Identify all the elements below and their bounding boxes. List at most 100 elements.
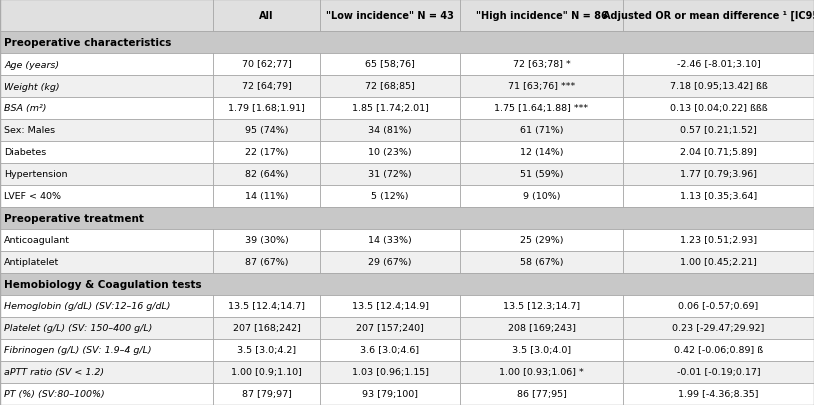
Bar — [0, 32, 814, 54]
Text: Adjusted OR or mean difference ¹ [IC95%]: Adjusted OR or mean difference ¹ [IC95%] — [603, 11, 814, 21]
Bar — [0, 230, 213, 252]
Bar — [460, 164, 623, 185]
Bar — [320, 230, 460, 252]
Bar — [320, 339, 460, 361]
Text: 13.5 [12.4;14.7]: 13.5 [12.4;14.7] — [228, 302, 305, 311]
Bar — [623, 230, 814, 252]
Text: 34 (81%): 34 (81%) — [368, 126, 412, 135]
Text: 3.5 [3.0;4.0]: 3.5 [3.0;4.0] — [512, 345, 571, 355]
Bar — [0, 0, 213, 32]
Bar — [320, 164, 460, 185]
Text: 3.5 [3.0;4.2]: 3.5 [3.0;4.2] — [237, 345, 296, 355]
Bar — [460, 295, 623, 317]
Bar — [0, 98, 213, 120]
Text: 93 [79;100]: 93 [79;100] — [362, 390, 418, 399]
Bar — [623, 164, 814, 185]
Bar — [623, 120, 814, 142]
Bar — [213, 252, 320, 273]
Text: Hemoglobin (g/dL) (SV:12–16 g/dL): Hemoglobin (g/dL) (SV:12–16 g/dL) — [4, 302, 170, 311]
Text: Age (years): Age (years) — [4, 60, 59, 69]
Bar — [213, 0, 320, 32]
Text: 207 [168;242]: 207 [168;242] — [233, 324, 300, 333]
Bar — [460, 361, 623, 383]
Text: 65 [58;76]: 65 [58;76] — [365, 60, 415, 69]
Bar — [0, 361, 213, 383]
Bar — [213, 54, 320, 76]
Text: 1.79 [1.68;1.91]: 1.79 [1.68;1.91] — [228, 104, 305, 113]
Bar — [623, 361, 814, 383]
Bar — [460, 252, 623, 273]
Text: 10 (23%): 10 (23%) — [368, 148, 412, 157]
Bar — [623, 54, 814, 76]
Bar — [460, 98, 623, 120]
Bar — [213, 317, 320, 339]
Text: BSA (m²): BSA (m²) — [4, 104, 46, 113]
Bar — [0, 339, 213, 361]
Bar — [623, 98, 814, 120]
Bar — [623, 252, 814, 273]
Bar — [460, 0, 623, 32]
Text: 12 (14%): 12 (14%) — [520, 148, 563, 157]
Text: 13.5 [12.4;14.9]: 13.5 [12.4;14.9] — [352, 302, 428, 311]
Bar — [0, 76, 213, 98]
Text: 29 (67%): 29 (67%) — [368, 258, 412, 267]
Text: 95 (74%): 95 (74%) — [245, 126, 288, 135]
Text: 1.13 [0.35;3.64]: 1.13 [0.35;3.64] — [680, 192, 757, 201]
Bar — [623, 76, 814, 98]
Bar — [460, 230, 623, 252]
Text: 1.77 [0.79;3.96]: 1.77 [0.79;3.96] — [680, 170, 757, 179]
Text: PT (%) (SV:80–100%): PT (%) (SV:80–100%) — [4, 390, 105, 399]
Text: 0.57 [0.21;1.52]: 0.57 [0.21;1.52] — [680, 126, 757, 135]
Bar — [0, 383, 213, 405]
Text: 22 (17%): 22 (17%) — [245, 148, 288, 157]
Bar — [460, 142, 623, 164]
Bar — [0, 295, 213, 317]
Text: 82 (64%): 82 (64%) — [245, 170, 288, 179]
Bar — [213, 339, 320, 361]
Text: Platelet (g/L) (SV: 150–400 g/L): Platelet (g/L) (SV: 150–400 g/L) — [4, 324, 152, 333]
Bar — [320, 98, 460, 120]
Text: 5 (12%): 5 (12%) — [371, 192, 409, 201]
Text: 1.75 [1.64;1.88] ***: 1.75 [1.64;1.88] *** — [494, 104, 589, 113]
Text: 208 [169;243]: 208 [169;243] — [507, 324, 575, 333]
Text: 0.06 [-0.57;0.69]: 0.06 [-0.57;0.69] — [678, 302, 759, 311]
Text: LVEF < 40%: LVEF < 40% — [4, 192, 61, 201]
Text: 0.23 [-29.47;29.92]: 0.23 [-29.47;29.92] — [672, 324, 764, 333]
Text: 9 (10%): 9 (10%) — [523, 192, 560, 201]
Text: 51 (59%): 51 (59%) — [520, 170, 563, 179]
Text: All: All — [259, 11, 274, 21]
Bar — [213, 142, 320, 164]
Text: 0.42 [-0.06;0.89] ß: 0.42 [-0.06;0.89] ß — [674, 345, 763, 355]
Text: Hypertension: Hypertension — [4, 170, 68, 179]
Text: Sex: Males: Sex: Males — [4, 126, 55, 135]
Bar — [320, 76, 460, 98]
Text: 1.23 [0.51;2.93]: 1.23 [0.51;2.93] — [680, 236, 757, 245]
Text: Anticoagulant: Anticoagulant — [4, 236, 70, 245]
Bar — [320, 120, 460, 142]
Bar — [623, 383, 814, 405]
Bar — [623, 317, 814, 339]
Text: 39 (30%): 39 (30%) — [245, 236, 288, 245]
Bar — [460, 54, 623, 76]
Text: 72 [68;85]: 72 [68;85] — [365, 82, 415, 91]
Text: 2.04 [0.71;5.89]: 2.04 [0.71;5.89] — [680, 148, 757, 157]
Bar — [0, 317, 213, 339]
Text: 87 (67%): 87 (67%) — [245, 258, 288, 267]
Text: 1.00 [0.45;2.21]: 1.00 [0.45;2.21] — [680, 258, 757, 267]
Text: 0.13 [0.04;0.22] ßßß: 0.13 [0.04;0.22] ßßß — [670, 104, 768, 113]
Bar — [213, 98, 320, 120]
Text: 61 (71%): 61 (71%) — [520, 126, 563, 135]
Text: 70 [62;77]: 70 [62;77] — [242, 60, 291, 69]
Text: Hemobiology & Coagulation tests: Hemobiology & Coagulation tests — [4, 279, 202, 289]
Text: aPTT ratio (SV < 1.2): aPTT ratio (SV < 1.2) — [4, 368, 104, 377]
Text: 3.6 [3.0;4.6]: 3.6 [3.0;4.6] — [361, 345, 419, 355]
Bar — [460, 76, 623, 98]
Text: 1.00 [0.9;1.10]: 1.00 [0.9;1.10] — [231, 368, 302, 377]
Bar — [623, 142, 814, 164]
Text: 7.18 [0.95;13.42] ßß: 7.18 [0.95;13.42] ßß — [670, 82, 768, 91]
Text: Fibrinogen (g/L) (SV: 1.9–4 g/L): Fibrinogen (g/L) (SV: 1.9–4 g/L) — [4, 345, 151, 355]
Bar — [0, 252, 213, 273]
Text: "Low incidence" N = 43: "Low incidence" N = 43 — [326, 11, 454, 21]
Bar — [0, 273, 814, 295]
Bar — [0, 207, 814, 230]
